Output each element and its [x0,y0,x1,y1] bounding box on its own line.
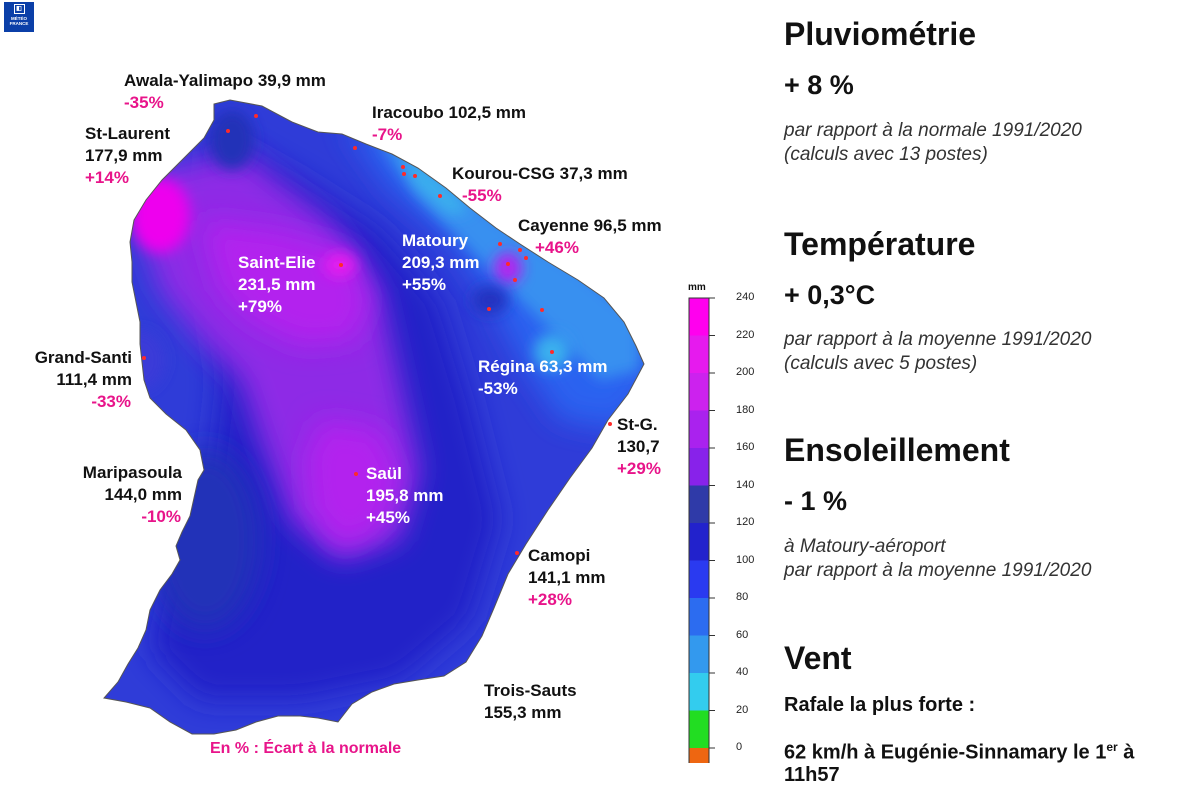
station-label-regina: Régina 63,3 mm -53% [478,357,608,398]
rain-note-2: (calculs avec 13 postes) [784,144,988,165]
wind-gust-time: 11h57 [784,764,840,786]
meteo-france-logo: ◧ MÉTÉO FRANCE [4,2,34,32]
legend-band [689,560,709,598]
rain-note-1: par rapport à la normale 1991/2020 [784,120,1082,141]
legend-tick-label: 20 [736,703,749,716]
station-dot [608,422,612,426]
station-label-maripasoula: Maripasoula 144,0 mm -10% [82,463,182,526]
station-dot [413,174,417,178]
legend-band [689,523,709,561]
station-dot [401,165,405,169]
rain-title: Pluviométrie [784,16,977,52]
legend-band [689,635,709,673]
station-dot [254,114,258,118]
legend-tick-label: 220 [736,328,755,341]
station-label-kourou: Kourou-CSG 37,3 mm -55% [452,164,628,205]
station-dot [515,551,519,555]
station-dot [438,194,442,198]
legend-band [689,298,709,336]
legend-tick-label: 200 [736,366,755,378]
station-dot [354,472,358,476]
legend-tick-label: 120 [736,516,755,528]
wind-title: Vent [784,640,852,676]
station-dot [498,242,502,246]
station-dot [339,263,343,267]
station-label-awala: Awala-Yalimapo 39,9 mm -35% [124,71,326,112]
wind-gust-label: Rafale la plus forte : [784,694,976,716]
rainfall-map [103,99,645,735]
station-dot [518,248,522,252]
station-dot [353,146,357,150]
legend-tick-label: 160 [736,441,755,453]
legend-frame [688,297,710,763]
sun-note-1: à Matoury-aéroport [784,536,946,557]
station-label-sainteelie: Saint-Elie 231,5 mm +79% [238,253,316,316]
sun-note-2: par rapport à la moyenne 1991/2020 [784,560,1092,581]
station-label-camopi: Camopi 141,1 mm +28% [528,546,606,609]
map-note: En % : Écart à la normale [210,740,402,757]
temp-value: + 0,3°C [784,280,876,310]
legend-tick-label: 60 [736,628,749,641]
station-dot [513,278,517,282]
station-dot [524,256,528,260]
sun-title: Ensoleillement [784,432,1010,468]
station-label-grandsanti: Grand-Santi 111,4 mm -33% [34,348,132,411]
station-dot [506,262,510,266]
temp-note-1: par rapport à la moyenne 1991/2020 [784,329,1092,350]
station-dot [142,356,146,360]
legend-band [689,748,709,763]
station-dot [540,308,544,312]
color-legend [688,297,715,763]
temp-title: Température [784,226,976,262]
legend-band [689,710,709,748]
station-dot [226,129,230,133]
station-label-saul: Saül 195,8 mm +45% [366,464,444,527]
legend-tick-label: 80 [736,591,749,603]
legend-band [689,673,709,711]
legend-band [689,410,709,448]
legend-tick-label: 240 [736,291,755,303]
station-label-stg: St-G. 130,7 +29% [617,415,661,478]
wind-gust-text: 62 km/h à Eugénie-Sinnamary le 1er à [784,740,1135,764]
legend-tick-label: 180 [736,403,755,416]
station-dot [550,350,554,354]
legend-tick-label: 100 [736,553,755,566]
legend-tick-label: 40 [736,666,749,678]
legend-band [689,485,709,523]
legend-band [689,373,709,411]
legend-band [689,448,709,486]
legend-tick-label: 0 [736,741,743,753]
station-label-stlaurent: St-Laurent 177,9 mm +14% [85,124,170,187]
station-label-troissauts: Trois-Sauts 155,3 mm [484,681,577,722]
legend-band [689,335,709,373]
station-dot [487,307,491,311]
legend-tick-label: 140 [736,478,755,491]
station-label-matoury: Matoury 209,3 mm +55% [402,231,480,294]
station-dots [142,114,612,555]
station-dot [402,172,406,176]
station-label-cayenne: Cayenne 96,5 mm +46% [518,216,662,257]
rain-value: + 8 % [784,70,854,100]
legend-band [689,598,709,636]
temp-note-2: (calculs avec 5 postes) [784,353,978,374]
sun-value: - 1 % [784,486,848,516]
legend-unit: mm [688,282,706,293]
station-label-iracoubo: Iracoubo 102,5 mm -7% [372,103,527,144]
